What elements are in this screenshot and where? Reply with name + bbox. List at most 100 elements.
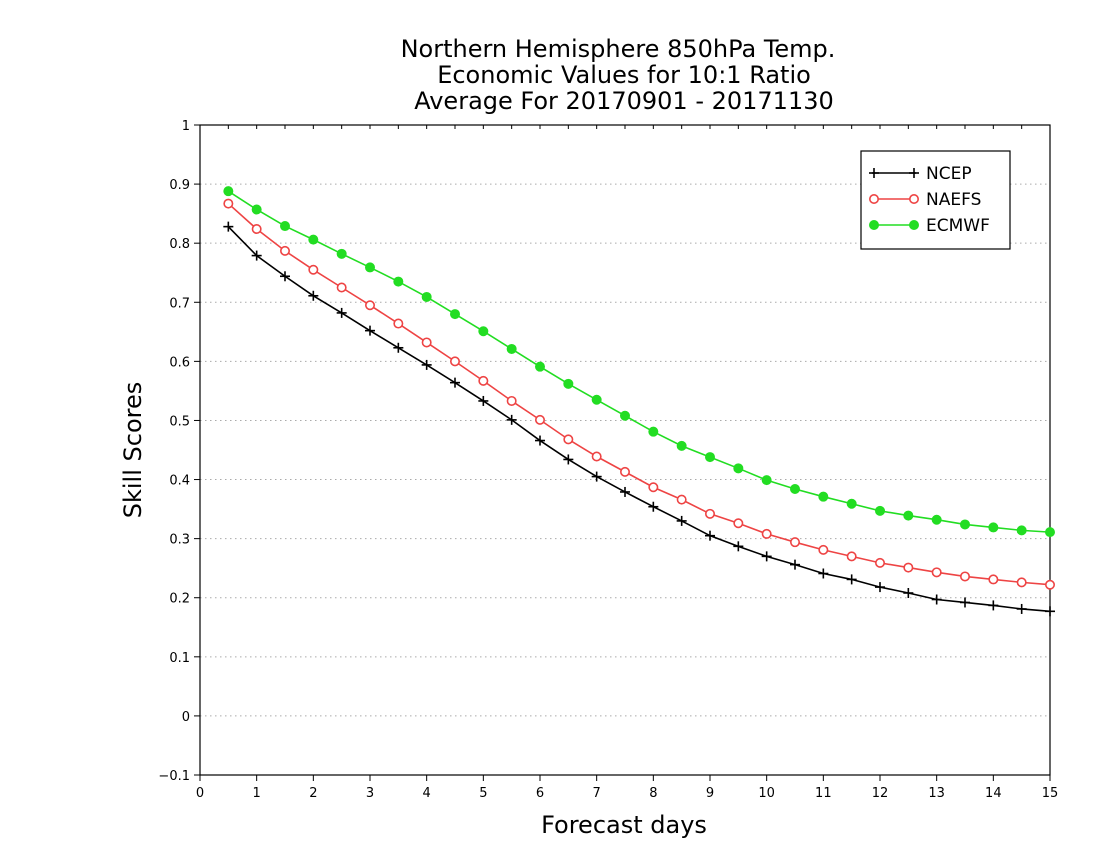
data-point-naefs	[704, 508, 715, 519]
data-point-ncep	[676, 515, 687, 526]
data-point-naefs	[506, 395, 517, 406]
legend-marker	[868, 194, 879, 205]
series-line-ncep	[227, 226, 1051, 613]
data-point-naefs	[591, 451, 602, 462]
data-point-naefs	[818, 544, 829, 555]
data-point-ncep	[648, 501, 659, 512]
data-point-ecmwf	[365, 262, 375, 273]
x-tick-label: 7	[593, 786, 601, 801]
data-point-ncep	[308, 290, 319, 301]
series-layer	[223, 186, 1056, 617]
data-point-naefs	[336, 282, 347, 293]
data-point-naefs	[874, 557, 885, 568]
y-tick-label: 0.3	[169, 533, 190, 548]
legend-marker	[869, 168, 879, 178]
data-point-ecmwf	[1045, 527, 1055, 538]
data-point-ncep	[591, 471, 602, 482]
data-point-ncep	[846, 574, 857, 585]
series-ncep	[223, 221, 1055, 617]
data-point-ncep	[761, 551, 772, 562]
x-tick-label: 9	[706, 786, 714, 801]
data-point-ecmwf	[450, 309, 460, 320]
legend: NCEP NAEFS ECMWF	[860, 150, 1011, 250]
legend-marker	[908, 194, 919, 205]
x-tick-label: 2	[309, 786, 317, 801]
data-point-naefs	[959, 571, 970, 582]
legend-item-ncep: NCEP	[869, 164, 972, 184]
data-point-ncep	[733, 541, 744, 552]
data-point-ecmwf	[251, 204, 262, 215]
data-point-ecmwf	[620, 410, 630, 421]
data-point-ncep	[393, 342, 404, 353]
data-point-naefs	[648, 482, 659, 493]
data-point-ecmwf	[308, 234, 319, 245]
data-point-ecmwf	[676, 440, 687, 451]
legend-box	[860, 150, 1011, 250]
data-point-naefs	[223, 198, 234, 209]
data-point-ncep	[450, 377, 460, 388]
data-point-ecmwf	[506, 343, 517, 354]
legend-marker	[909, 168, 919, 178]
data-point-ecmwf	[336, 248, 347, 259]
data-point-naefs	[903, 562, 914, 573]
legend-marker	[869, 220, 879, 230]
data-point-naefs	[279, 245, 290, 256]
data-point-ncep	[818, 568, 829, 579]
chart-title-line-2: Economic Values for 10:1 Ratio	[437, 61, 811, 89]
data-point-ncep	[705, 530, 715, 541]
data-point-ecmwf	[988, 522, 999, 533]
data-point-naefs	[308, 264, 319, 275]
data-point-ecmwf	[393, 276, 404, 287]
data-point-naefs	[789, 537, 800, 548]
data-point-ncep	[535, 435, 545, 446]
series-ecmwf	[223, 186, 1055, 538]
data-point-naefs	[619, 466, 630, 477]
x-axis-label: Forecast days	[541, 811, 707, 839]
data-point-ecmwf	[960, 519, 970, 530]
data-point-naefs	[251, 224, 262, 235]
data-point-ncep	[563, 454, 574, 465]
data-point-ecmwf	[421, 291, 432, 302]
data-point-ecmwf	[535, 361, 545, 372]
x-tick-label: 10	[758, 786, 775, 801]
legend-label: ECMWF	[926, 216, 990, 236]
data-point-ecmwf	[790, 484, 800, 494]
data-point-ecmwf	[818, 491, 829, 502]
data-point-naefs	[846, 551, 857, 562]
x-tick-label: 1	[253, 786, 261, 801]
x-tick-label: 12	[872, 786, 889, 801]
data-point-naefs	[449, 356, 460, 367]
data-point-ecmwf	[1016, 525, 1027, 536]
y-tick-label: 0.6	[169, 355, 190, 370]
data-point-ncep	[931, 594, 942, 605]
data-point-ncep	[223, 221, 234, 232]
x-tick-label: 0	[196, 786, 204, 801]
data-point-ecmwf	[875, 505, 885, 516]
y-tick-label: −0.1	[158, 769, 190, 784]
data-point-ncep	[1045, 606, 1055, 617]
legend-item-ecmwf: ECMWF	[869, 216, 990, 236]
legend-label: NCEP	[926, 164, 972, 184]
data-point-naefs	[1045, 579, 1056, 590]
data-point-ecmwf	[931, 514, 942, 525]
data-point-ncep	[280, 271, 290, 282]
y-tick-label: 0.5	[169, 414, 190, 429]
data-point-ncep	[251, 250, 262, 261]
gridlines	[200, 183, 1050, 717]
data-point-ecmwf	[733, 463, 744, 474]
series-line-naefs	[227, 202, 1051, 586]
data-point-naefs	[1016, 577, 1027, 588]
data-point-ecmwf	[705, 452, 715, 463]
data-point-ecmwf	[280, 221, 290, 232]
x-tick-label: 13	[928, 786, 945, 801]
x-tick-label: 6	[536, 786, 544, 801]
y-tick-label: 0.1	[169, 651, 190, 666]
data-point-ecmwf	[846, 498, 857, 509]
x-tick-label: 5	[479, 786, 487, 801]
data-point-naefs	[676, 494, 687, 505]
data-point-ncep	[960, 597, 970, 608]
data-point-naefs	[393, 318, 404, 329]
x-tick-label: 15	[1042, 786, 1059, 801]
data-point-ncep	[365, 325, 375, 336]
data-point-naefs	[733, 518, 744, 529]
